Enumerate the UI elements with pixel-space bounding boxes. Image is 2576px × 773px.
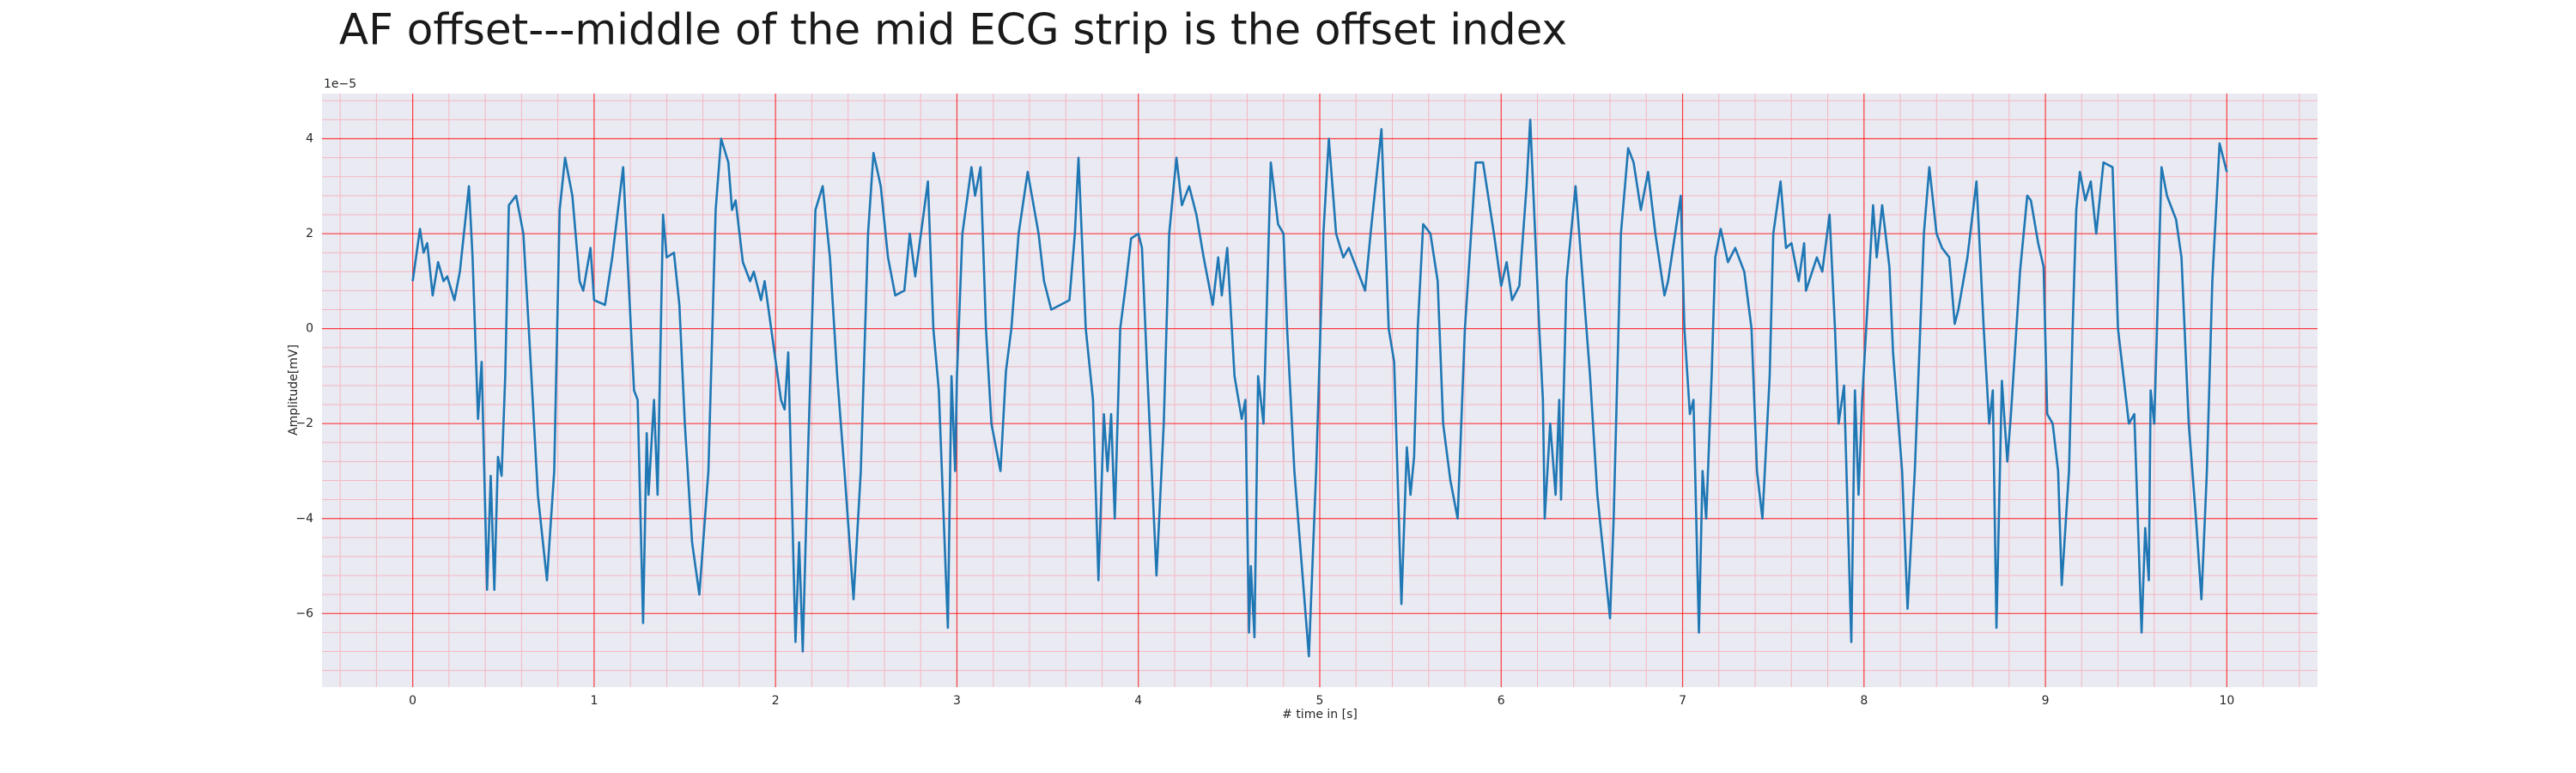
x-tick-label: 9 <box>2042 694 2050 708</box>
x-axis-label: # time in [s] <box>1282 708 1358 721</box>
chart-title: AF offset---middle of the mid ECG strip … <box>339 5 1567 55</box>
data <box>411 119 2228 658</box>
x-tick-label: 4 <box>1134 694 1142 708</box>
labels: AF offset---middle of the mid ECG strip … <box>287 5 2234 722</box>
y-tick-label: −4 <box>295 512 313 526</box>
x-tick-label: 1 <box>590 694 598 708</box>
y-tick-label: 0 <box>306 322 313 336</box>
x-tick-label: 6 <box>1498 694 1505 708</box>
y-tick-label: −2 <box>295 417 313 430</box>
y-tick-label: 4 <box>306 132 313 146</box>
x-tick-label: 2 <box>772 694 780 708</box>
x-tick-label: 7 <box>1679 694 1686 708</box>
y-tick-label: 2 <box>306 227 313 240</box>
grid <box>322 94 2318 687</box>
x-tick-label: 10 <box>2219 694 2234 708</box>
x-tick-label: 3 <box>953 694 961 708</box>
x-tick-label: 5 <box>1316 694 1324 708</box>
x-tick-label: 0 <box>409 694 416 708</box>
y-offset-label: 1e−5 <box>324 77 356 91</box>
x-tick-label: 8 <box>1860 694 1868 708</box>
y-tick-label: −6 <box>295 606 313 620</box>
ecg-line <box>411 119 2228 658</box>
y-axis-label: Amplitude[mV] <box>287 344 301 435</box>
